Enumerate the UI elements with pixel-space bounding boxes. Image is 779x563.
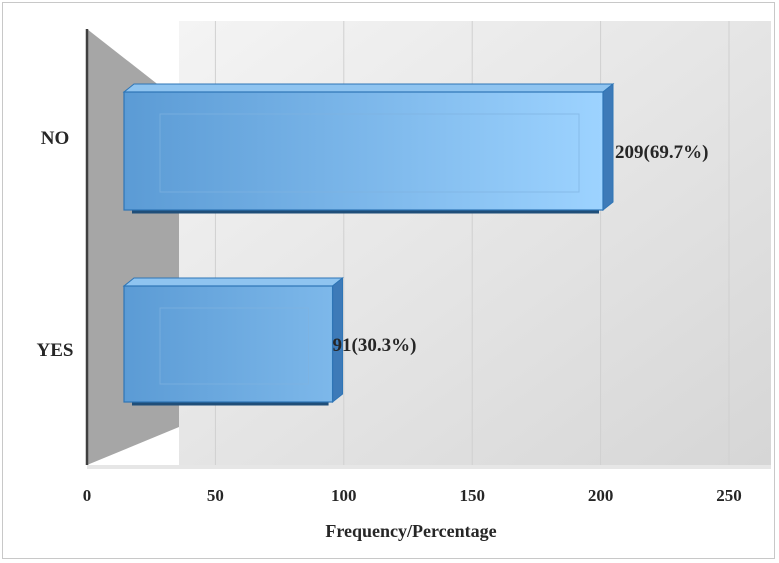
x-axis-title: Frequency/Percentage: [325, 521, 496, 541]
x-tick-label-50: 50: [207, 486, 224, 505]
x-tick-label-200: 200: [588, 486, 614, 505]
bar-bevel: [159, 307, 310, 385]
data-label-no: 209(69.7%): [615, 142, 708, 163]
x-tick-label-0: 0: [83, 486, 92, 505]
x-tick-label-150: 150: [459, 486, 485, 505]
x-tick-label-250: 250: [716, 486, 742, 505]
bar-front-face: [123, 285, 334, 403]
y-category-label-yes: YES: [37, 340, 74, 361]
bar-side-face: [602, 82, 614, 212]
bar-yes: [122, 276, 344, 406]
bar-top-face: [122, 277, 344, 287]
y-category-label-no: NO: [41, 128, 70, 149]
bar-bevel: [159, 113, 580, 193]
bar-front-face: [123, 91, 604, 211]
data-label-yes: 91(30.3%): [333, 335, 417, 356]
plot-floor: [87, 465, 771, 469]
x-tick-label-100: 100: [331, 486, 357, 505]
bar-top-face: [122, 83, 615, 93]
bar-chart: NO YES 0 50 100 150 200 250 209(69.7%) 91(30.3%…: [37, 21, 771, 541]
bar-no: [122, 82, 615, 214]
